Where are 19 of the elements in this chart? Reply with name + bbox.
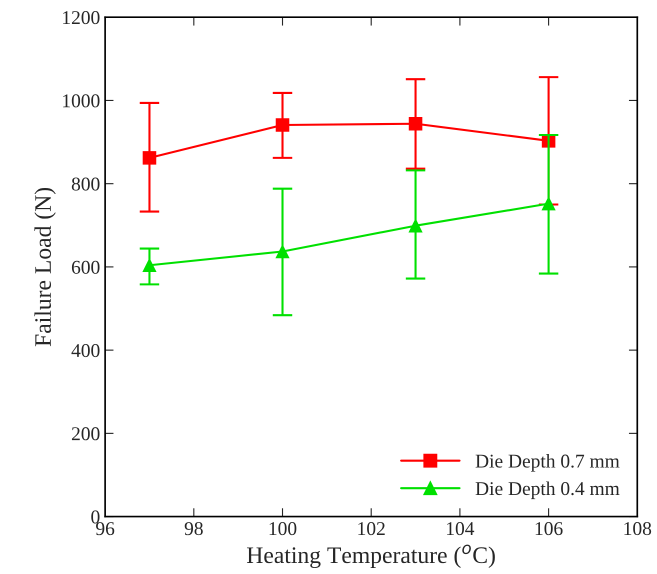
x-axis-title: Heating Temperature ($^{o}$C): [246, 544, 495, 568]
x-tick-label: 106: [536, 522, 563, 536]
y-tick-label: 1200: [63, 11, 100, 24]
y-axis-title: Failure Load (N): [34, 188, 56, 346]
point: [276, 118, 290, 132]
y-tick-label: 200: [72, 427, 100, 440]
y-tick-label: 400: [71, 344, 100, 358]
x-tick-label: 104: [447, 522, 474, 536]
legend-label: Die Depth 0.7 mm: [476, 454, 620, 472]
y-tick-label: 0: [91, 510, 100, 524]
x-tick-label: 102: [358, 522, 385, 536]
x-tick-label: 98: [184, 522, 203, 536]
x-tick-label: 96: [96, 522, 114, 536]
y-tick-label: 800: [72, 177, 100, 191]
legend-label: Die Depth 0.4 mm: [476, 481, 620, 500]
x-tick-label: 100: [270, 522, 296, 536]
y-tick-label: 600: [72, 260, 100, 274]
x-tick-label: 108: [624, 522, 652, 536]
y-tick-label: 1000: [63, 94, 100, 108]
